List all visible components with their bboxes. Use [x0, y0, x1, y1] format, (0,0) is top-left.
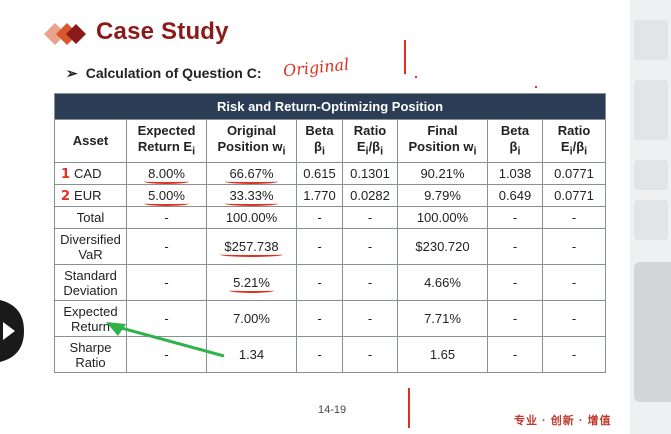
table-cell: - — [541, 264, 607, 301]
pen-dot — [415, 76, 417, 78]
table-cell: - — [342, 336, 398, 373]
row-asset-standard-deviation: Standard Deviation — [54, 264, 127, 301]
header-beta-original: Beta βi — [296, 119, 343, 163]
thumbnail-preview[interactable] — [634, 80, 668, 140]
table-cell: - — [541, 228, 607, 265]
thumbnail-preview[interactable] — [634, 200, 668, 240]
table-cell: 100.00% — [206, 206, 297, 229]
header-final-position: Final Position wi — [397, 119, 488, 163]
pen-dot — [535, 86, 537, 88]
table-row: Sharpe Ratio - 1.34 - - 1.65 - - — [54, 336, 607, 373]
row-asset-cad: 1 CAD — [54, 162, 127, 185]
row-asset-eur: 2 EUR — [54, 184, 127, 207]
table-cell: - — [296, 300, 343, 337]
table-cell: 90.21% — [397, 162, 488, 185]
table-cell: 66.67% — [206, 162, 297, 185]
table-cell: - — [296, 228, 343, 265]
table-cell: $230.720 — [397, 228, 488, 265]
slide: Case Study ➢ Calculation of Question C: O… — [0, 18, 612, 428]
row-asset-expected-return: Expected Return — [54, 300, 127, 337]
header-beta-final: Beta βi — [487, 119, 543, 163]
table-cell: - — [126, 228, 207, 265]
table-row: 1 CAD 8.00% 66.67% 0.615 0.1301 90.21% 1.… — [54, 162, 607, 185]
header-expected-return: Expected Return Ei — [126, 119, 207, 163]
table-cell: 5.21% — [206, 264, 297, 301]
double-diamond-logo — [44, 23, 86, 45]
play-icon[interactable] — [0, 300, 24, 362]
table-cell: - — [487, 228, 543, 265]
pen-stroke — [404, 40, 406, 74]
table-cell: 7.71% — [397, 300, 488, 337]
table-cell: - — [342, 228, 398, 265]
table-cell: - — [541, 300, 607, 337]
table-cell: - — [487, 300, 543, 337]
table-cell: 8.00% — [126, 162, 207, 185]
header-asset: Asset — [54, 119, 127, 163]
table-cell: - — [342, 300, 398, 337]
table-cell: - — [541, 336, 607, 373]
table-cell: 100.00% — [397, 206, 488, 229]
header-ratio-final: Ratio Ei/βi — [541, 119, 607, 163]
row-asset-total: Total — [54, 206, 127, 229]
arrow-bullet-icon: ➢ — [66, 65, 78, 81]
table-row: Standard Deviation - 5.21% - - 4.66% - - — [54, 264, 607, 301]
table-header-row: Asset Expected Return Ei Original Position… — [54, 119, 607, 163]
table-cell: 33.33% — [206, 184, 297, 207]
handwritten-marker: 1 — [61, 166, 71, 182]
table-cell: - — [541, 206, 607, 229]
table-row: 2 EUR 5.00% 33.33% 1.770 0.0282 9.79% 0.6… — [54, 184, 607, 207]
table-cell: 7.00% — [206, 300, 297, 337]
page-number: 14-19 — [318, 404, 347, 416]
risk-return-table: Risk and Return-Optimizing Position Asse… — [53, 93, 607, 373]
table-cell: 0.1301 — [342, 162, 398, 185]
side-panel-tab[interactable] — [634, 262, 671, 402]
table-cell: - — [487, 336, 543, 373]
row-asset-sharpe-ratio: Sharpe Ratio — [54, 336, 127, 373]
table-cell: - — [342, 206, 398, 229]
footer-slogan: 专业 · 创新 · 增值 — [514, 415, 612, 427]
table-cell: 1.65 — [397, 336, 488, 373]
slide-title: Case Study — [96, 18, 229, 45]
table-cell: - — [296, 206, 343, 229]
table-cell: 0.615 — [296, 162, 343, 185]
subtitle-text: Calculation of Question C: — [85, 65, 262, 81]
thumbnail-preview[interactable] — [634, 20, 668, 60]
thumbnail-preview[interactable] — [634, 160, 668, 190]
table-cell: 9.79% — [397, 184, 488, 207]
table-row: Diversified VaR - $257.738 - - $230.720 -… — [54, 228, 607, 265]
table-cell: 4.66% — [397, 264, 488, 301]
table-cell: - — [296, 264, 343, 301]
table-banner: Risk and Return-Optimizing Position — [53, 93, 607, 120]
table-row: Total - 100.00% - - 100.00% - - — [54, 206, 607, 229]
row-asset-diversified-var: Diversified VaR — [54, 228, 127, 265]
table-cell: 0.649 — [487, 184, 543, 207]
pen-stroke — [408, 388, 410, 428]
table-cell: - — [487, 206, 543, 229]
green-arrow-annotation — [106, 322, 225, 358]
table-cell: 0.0282 — [342, 184, 398, 207]
header-ratio-original: Ratio Ei/βi — [342, 119, 398, 163]
table-cell: - — [126, 264, 207, 301]
table-cell: 1.038 — [487, 162, 543, 185]
table-cell: - — [126, 206, 207, 229]
slide-subtitle: ➢ Calculation of Question C: — [66, 65, 262, 82]
handwritten-marker: 2 — [61, 188, 71, 204]
table-row: Expected Return - 7.00% - - 7.71% - - — [54, 300, 607, 337]
table-cell: 5.00% — [126, 184, 207, 207]
handwritten-note: Original — [282, 54, 351, 81]
table-cell: - — [126, 336, 207, 373]
table-cell: - — [296, 336, 343, 373]
table-cell: 0.0771 — [541, 184, 607, 207]
table-cell: 0.0771 — [541, 162, 607, 185]
table-cell: - — [342, 264, 398, 301]
header-original-position: Original Position wi — [206, 119, 297, 163]
table-cell: 1.770 — [296, 184, 343, 207]
table-cell: $257.738 — [206, 228, 297, 265]
table-cell: - — [487, 264, 543, 301]
